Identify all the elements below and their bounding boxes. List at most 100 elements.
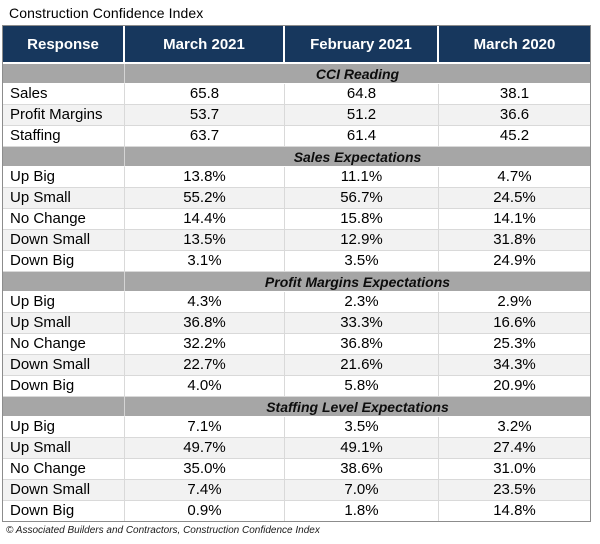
cell-value: 31.8% (439, 230, 590, 251)
column-header-february-2021: February 2021 (285, 26, 439, 64)
cell-value: 16.6% (439, 313, 590, 334)
cell-value: 20.9% (439, 376, 590, 397)
table-row: No Change 35.0% 38.6% 31.0% (3, 459, 590, 480)
cell-value: 55.2% (125, 188, 285, 209)
cell-value: 27.4% (439, 438, 590, 459)
cell-value: 36.6 (439, 105, 590, 126)
cci-table: Response March 2021 February 2021 March … (3, 26, 590, 521)
cell-value: 61.4 (285, 126, 439, 147)
cell-value: 7.1% (125, 417, 285, 438)
cell-value: 14.1% (439, 209, 590, 230)
column-header-march-2020: March 2020 (439, 26, 590, 64)
row-label: No Change (3, 209, 125, 230)
cell-value: 21.6% (285, 355, 439, 376)
row-label: Profit Margins (3, 105, 125, 126)
cell-value: 4.0% (125, 376, 285, 397)
cell-value: 15.8% (285, 209, 439, 230)
section-header-spacer (3, 147, 125, 167)
table-row: Down Big 0.9% 1.8% 14.8% (3, 501, 590, 521)
cell-value: 45.2 (439, 126, 590, 147)
cell-value: 24.9% (439, 251, 590, 272)
section-header-spacer (3, 397, 125, 417)
row-label: Up Small (3, 438, 125, 459)
cell-value: 34.3% (439, 355, 590, 376)
column-header-row: Response March 2021 February 2021 March … (3, 26, 590, 64)
cell-value: 2.3% (285, 292, 439, 313)
cell-value: 38.6% (285, 459, 439, 480)
cell-value: 5.8% (285, 376, 439, 397)
cci-table-container: Response March 2021 February 2021 March … (2, 25, 591, 522)
cell-value: 63.7 (125, 126, 285, 147)
cell-value: 23.5% (439, 480, 590, 501)
table-row: Staffing 63.7 61.4 45.2 (3, 126, 590, 147)
cell-value: 7.0% (285, 480, 439, 501)
section-header-row: Staffing Level Expectations (3, 397, 590, 417)
cell-value: 14.4% (125, 209, 285, 230)
cell-value: 3.2% (439, 417, 590, 438)
section-header: Sales Expectations (125, 147, 590, 167)
row-label: Up Big (3, 167, 125, 188)
row-label: Staffing (3, 126, 125, 147)
cell-value: 64.8 (285, 84, 439, 105)
cell-value: 31.0% (439, 459, 590, 480)
row-label: Sales (3, 84, 125, 105)
cell-value: 33.3% (285, 313, 439, 334)
table-row: Sales 65.8 64.8 38.1 (3, 84, 590, 105)
row-label: No Change (3, 459, 125, 480)
cell-value: 49.1% (285, 438, 439, 459)
table-row: Down Small 7.4% 7.0% 23.5% (3, 480, 590, 501)
cell-value: 36.8% (285, 334, 439, 355)
row-label: Up Big (3, 292, 125, 313)
table-row: Down Big 3.1% 3.5% 24.9% (3, 251, 590, 272)
row-label: Up Small (3, 188, 125, 209)
row-label: Down Big (3, 251, 125, 272)
cell-value: 38.1 (439, 84, 590, 105)
row-label: Down Big (3, 376, 125, 397)
row-label: Down Small (3, 230, 125, 251)
column-header-march-2021: March 2021 (125, 26, 285, 64)
cell-value: 36.8% (125, 313, 285, 334)
section-header: Staffing Level Expectations (125, 397, 590, 417)
cell-value: 13.8% (125, 167, 285, 188)
cell-value: 7.4% (125, 480, 285, 501)
section-header-row: Sales Expectations (3, 147, 590, 167)
column-header-response: Response (3, 26, 125, 64)
cell-value: 35.0% (125, 459, 285, 480)
section-header-row: Profit Margins Expectations (3, 272, 590, 292)
cell-value: 4.3% (125, 292, 285, 313)
table-row: Up Big 13.8% 11.1% 4.7% (3, 167, 590, 188)
table-row: Up Small 36.8% 33.3% 16.6% (3, 313, 590, 334)
row-label: Down Big (3, 501, 125, 521)
section-header-spacer (3, 64, 125, 84)
table-row: Profit Margins 53.7 51.2 36.6 (3, 105, 590, 126)
table-row: Up Small 49.7% 49.1% 27.4% (3, 438, 590, 459)
cell-value: 25.3% (439, 334, 590, 355)
page-title: Construction Confidence Index (9, 5, 204, 21)
table-row: No Change 32.2% 36.8% 25.3% (3, 334, 590, 355)
cell-value: 0.9% (125, 501, 285, 521)
table-row: Down Big 4.0% 5.8% 20.9% (3, 376, 590, 397)
table-row: No Change 14.4% 15.8% 14.1% (3, 209, 590, 230)
cell-value: 49.7% (125, 438, 285, 459)
cell-value: 1.8% (285, 501, 439, 521)
cell-value: 65.8 (125, 84, 285, 105)
section-header: Profit Margins Expectations (125, 272, 590, 292)
table-row: Down Small 22.7% 21.6% 34.3% (3, 355, 590, 376)
table-row: Up Big 4.3% 2.3% 2.9% (3, 292, 590, 313)
cell-value: 13.5% (125, 230, 285, 251)
cell-value: 11.1% (285, 167, 439, 188)
cell-value: 51.2 (285, 105, 439, 126)
cell-value: 32.2% (125, 334, 285, 355)
row-label: Up Small (3, 313, 125, 334)
section-header-row: CCI Reading (3, 64, 590, 84)
table-row: Up Big 7.1% 3.5% 3.2% (3, 417, 590, 438)
cell-value: 4.7% (439, 167, 590, 188)
cell-value: 2.9% (439, 292, 590, 313)
cell-value: 24.5% (439, 188, 590, 209)
section-header-spacer (3, 272, 125, 292)
cell-value: 22.7% (125, 355, 285, 376)
cell-value: 12.9% (285, 230, 439, 251)
cell-value: 3.1% (125, 251, 285, 272)
cell-value: 14.8% (439, 501, 590, 521)
